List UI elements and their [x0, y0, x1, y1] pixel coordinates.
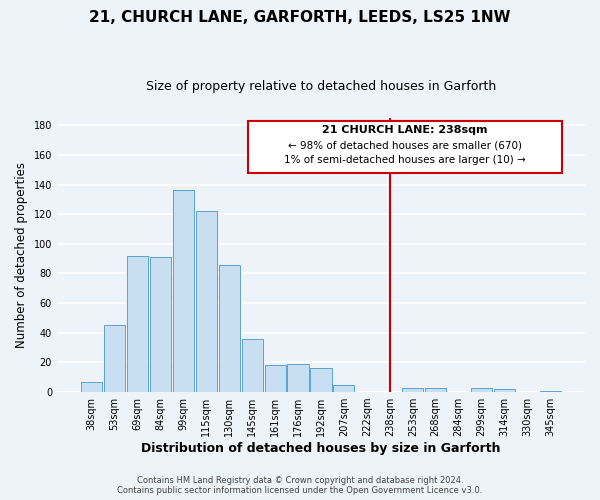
Text: 1% of semi-detached houses are larger (10) →: 1% of semi-detached houses are larger (1…	[284, 155, 526, 165]
Title: Size of property relative to detached houses in Garforth: Size of property relative to detached ho…	[146, 80, 496, 93]
Bar	[265, 366, 286, 392]
Bar	[150, 257, 171, 392]
Text: ← 98% of detached houses are smaller (670): ← 98% of detached houses are smaller (67…	[288, 140, 522, 150]
Bar	[287, 364, 308, 392]
Bar	[218, 264, 240, 392]
Bar	[104, 326, 125, 392]
Bar	[173, 190, 194, 392]
Bar	[402, 388, 424, 392]
Bar	[81, 382, 102, 392]
Bar	[242, 338, 263, 392]
Bar	[494, 389, 515, 392]
Bar	[425, 388, 446, 392]
Text: Contains HM Land Registry data © Crown copyright and database right 2024.
Contai: Contains HM Land Registry data © Crown c…	[118, 476, 482, 495]
Bar	[310, 368, 332, 392]
FancyBboxPatch shape	[248, 120, 562, 172]
Bar	[471, 388, 492, 392]
Bar	[540, 390, 561, 392]
Y-axis label: Number of detached properties: Number of detached properties	[15, 162, 28, 348]
X-axis label: Distribution of detached houses by size in Garforth: Distribution of detached houses by size …	[141, 442, 501, 455]
Bar	[196, 211, 217, 392]
Text: 21 CHURCH LANE: 238sqm: 21 CHURCH LANE: 238sqm	[322, 125, 487, 135]
Text: 21, CHURCH LANE, GARFORTH, LEEDS, LS25 1NW: 21, CHURCH LANE, GARFORTH, LEEDS, LS25 1…	[89, 10, 511, 25]
Bar	[334, 384, 355, 392]
Bar	[127, 256, 148, 392]
